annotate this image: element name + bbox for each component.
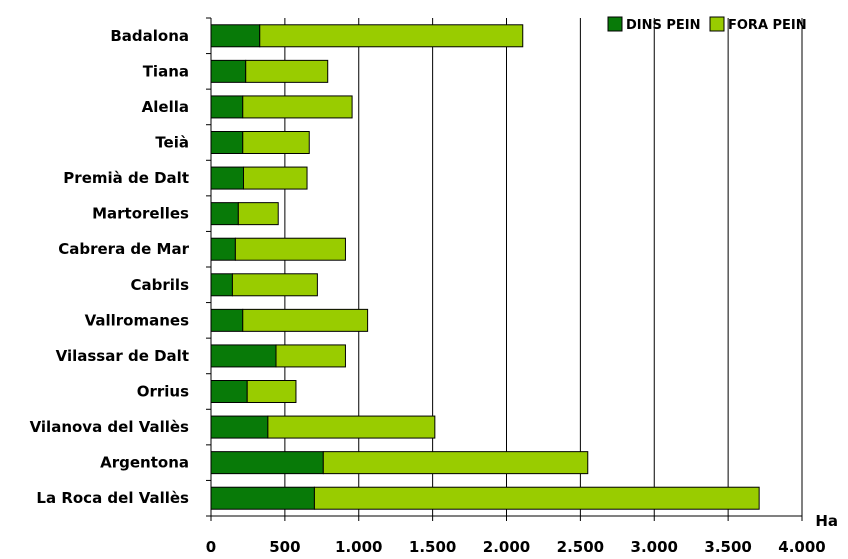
- category-label: Tiana: [143, 62, 189, 80]
- category-label: Vallromanes: [85, 311, 190, 329]
- bar-fora-pein: [267, 415, 436, 439]
- bar-fora-pein: [231, 273, 318, 297]
- x-tick-label: 3.500: [704, 538, 751, 556]
- category-labels: Badalona Tiana Alella Teià Premià de Dalt Mar…: [30, 27, 190, 507]
- bar-fora-pein: [237, 202, 279, 226]
- bar-fora-pein: [242, 131, 310, 154]
- bar-fora-pein: [234, 237, 346, 261]
- category-label: Argentona: [100, 454, 189, 472]
- bar-dins-pein: [210, 308, 244, 332]
- axes: [206, 17, 803, 521]
- legend-swatch-dins-pein: [607, 16, 623, 32]
- category-label: Premià de Dalt: [63, 169, 189, 187]
- gridlines: [284, 18, 803, 516]
- x-tick-label: 3.000: [631, 538, 678, 556]
- bar-dins-pein: [210, 486, 315, 510]
- bar-dins-pein: [210, 59, 247, 83]
- bar-dins-pein: [210, 166, 245, 190]
- bar-fora-pein: [242, 308, 369, 332]
- bar-fora-pein: [245, 59, 329, 83]
- category-label: Teià: [155, 134, 189, 152]
- bar-fora-pein: [246, 380, 297, 403]
- bar-fora-pein: [259, 24, 524, 48]
- x-axis-unit-label: Ha: [815, 512, 838, 530]
- bar-dins-pein: [210, 95, 244, 119]
- x-tick-label: 0: [206, 538, 216, 556]
- bar-fora-pein: [322, 451, 589, 475]
- bar-fora-pein: [313, 486, 760, 510]
- category-label: Alella: [142, 98, 189, 116]
- category-label: La Roca del Vallès: [36, 489, 189, 507]
- legend-label-fora-pein: FORA PEIN: [728, 18, 807, 33]
- bar-dins-pein: [210, 344, 277, 368]
- category-label: Vilassar de Dalt: [56, 347, 189, 365]
- bar-dins-pein: [210, 451, 324, 475]
- legend: DINS PEIN FORA PEIN: [607, 16, 807, 33]
- x-tick-label: 1.000: [335, 538, 382, 556]
- x-tick-label: 500: [269, 538, 300, 556]
- category-label: Cabrera de Mar: [58, 240, 189, 258]
- bar-dins-pein: [210, 380, 248, 403]
- category-label: Vilanova del Vallès: [30, 418, 189, 436]
- bar-dins-pein: [210, 131, 244, 154]
- bar-fora-pein: [243, 166, 308, 190]
- bar-fora-pein: [242, 95, 353, 119]
- bar-dins-pein: [210, 237, 236, 261]
- legend-label-dins-pein: DINS PEIN: [626, 18, 701, 33]
- bar-dins-pein: [210, 415, 269, 439]
- x-tick-label: 2.500: [557, 538, 604, 556]
- category-label: Orrius: [137, 383, 189, 401]
- bar-fora-pein: [275, 344, 346, 368]
- x-tick-label: 4.000: [778, 538, 825, 556]
- bar-dins-pein: [210, 202, 239, 226]
- x-tick-label: 1.500: [409, 538, 456, 556]
- x-tick-label: 2.000: [483, 538, 530, 556]
- category-label: Badalona: [110, 27, 189, 45]
- x-tick-labels: 0 500 1.000 1.500 2.000 2.500 3.000 3.500 4.000: [206, 538, 826, 556]
- bar-dins-pein: [210, 273, 233, 297]
- bars: [210, 24, 760, 510]
- category-label: Cabrils: [131, 276, 190, 294]
- legend-swatch-fora-pein: [709, 16, 725, 32]
- category-label: Martorelles: [92, 205, 189, 223]
- bar-dins-pein: [210, 24, 261, 48]
